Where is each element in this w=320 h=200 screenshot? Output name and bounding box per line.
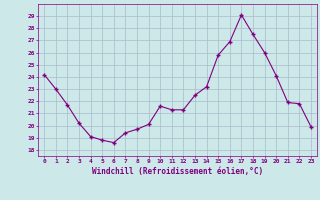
X-axis label: Windchill (Refroidissement éolien,°C): Windchill (Refroidissement éolien,°C) (92, 167, 263, 176)
